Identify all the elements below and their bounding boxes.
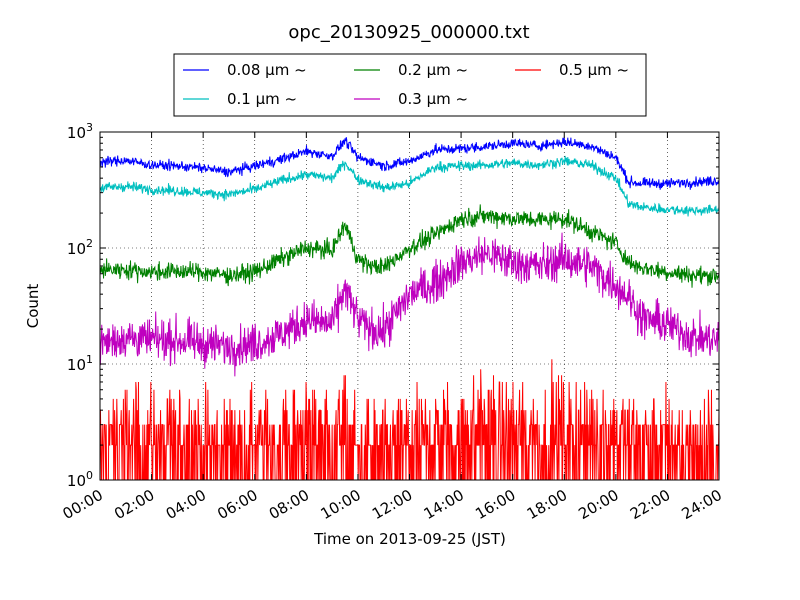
legend-label: 0.3 μm ~ (398, 90, 468, 108)
series-line-4 (99, 359, 720, 481)
x-axis-label: Time on 2013-09-25 (JST) (313, 530, 506, 548)
y-tick-labels: 100 101 102 103 (67, 121, 93, 490)
series-line-1 (99, 155, 720, 217)
legend-label: 0.5 μm ~ (559, 61, 629, 79)
x-tick-label: 20:00 (575, 486, 621, 523)
y-tick-label: 101 (67, 353, 93, 374)
x-tick-label: 02:00 (111, 486, 157, 523)
legend-label: 0.1 μm ~ (227, 90, 297, 108)
y-axis-label: Count (24, 284, 42, 329)
legend-label: 0.2 μm ~ (398, 61, 468, 79)
x-tick-label: 12:00 (369, 486, 415, 523)
legend: 0.08 μm ~ 0.1 μm ~ 0.2 μm ~ 0.3 μm ~ 0.5 μm … (173, 53, 647, 117)
y-tick-label: 103 (67, 121, 93, 142)
x-tick-label: 00:00 (60, 486, 106, 523)
y-tick-label: 100 (67, 469, 93, 490)
chart-title: opc_20130925_000000.txt (288, 22, 529, 43)
x-tick-label: 08:00 (266, 486, 312, 523)
x-tick-labels: 00:00 02:00 04:00 06:00 08:00 10:00 12:00 14:00… (60, 486, 725, 523)
x-tick-label: 22:00 (627, 486, 673, 523)
x-tick-label: 18:00 (524, 486, 570, 523)
plot-background (100, 132, 719, 480)
y-tick-label: 102 (67, 237, 93, 258)
x-tick-label: 24:00 (679, 486, 725, 523)
x-tick-label: 14:00 (421, 486, 467, 523)
x-tick-label: 10:00 (317, 486, 363, 523)
x-tick-label: 16:00 (472, 486, 518, 523)
series-line-2 (99, 204, 720, 288)
legend-box (173, 53, 647, 117)
x-tick-label: 06:00 (214, 486, 260, 523)
legend-label: 0.08 μm ~ (227, 61, 307, 79)
plot-area (99, 131, 720, 481)
series-line-0 (99, 137, 720, 190)
x-tick-label: 04:00 (163, 486, 209, 523)
series-layer (99, 137, 720, 481)
ticks (99, 131, 720, 481)
series-line-3 (99, 232, 720, 377)
